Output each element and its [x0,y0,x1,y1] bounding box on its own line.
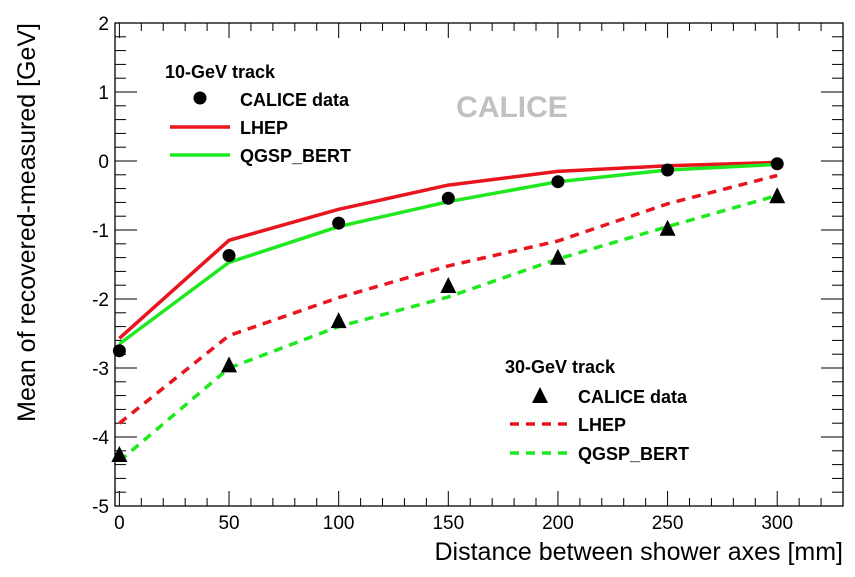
legend-10-gev-data-marker [193,91,207,105]
x-tick-label: 0 [114,513,125,534]
legend-30-gev-title: 30-GeV track [505,357,616,377]
data-point-30gev [221,356,238,373]
legend-10-gev-title: 10-GeV track [165,62,276,82]
data-point-30gev [549,248,566,265]
y-tick-label: -4 [92,428,109,449]
series-line-30gev-lhep [118,173,778,425]
data-point-30gev [659,219,676,236]
legend-10-gev: 10-GeV track CALICE data LHEP QGSP_BERT [165,62,351,166]
data-point-10gev [770,157,784,171]
y-axis-title: Mean of recovered-measured [GeV] [13,23,41,422]
data-point-10gev [661,163,675,177]
legend-10-gev-lhep-label: LHEP [240,118,288,138]
calice-watermark: CALICE [456,91,568,124]
x-tick-label: 300 [761,513,793,534]
x-axis-title: Distance between shower axes [mm] [434,538,843,566]
y-tick-label: -5 [92,497,109,518]
legend-10-gev-qgsp-label: QGSP_BERT [240,146,351,166]
y-tick-label: 0 [98,152,109,173]
y-tick-label: -3 [92,359,109,380]
legend-10-gev-data-label: CALICE data [240,90,350,110]
y-tick-label: 2 [98,14,109,35]
legend-30-gev-lhep-label: LHEP [578,415,626,435]
legend-30-gev-qgsp-label: QGSP_BERT [578,444,689,464]
legend-30-gev-data-marker [532,387,548,403]
y-tick-label: -2 [92,290,109,311]
legend-30-gev-data-label: CALICE data [578,387,688,407]
data-series [111,157,786,463]
data-point-10gev [112,344,126,358]
x-tick-label: 250 [652,513,684,534]
y-tick-label: -1 [92,221,109,242]
data-point-30gev [330,312,347,329]
axis-tick-labels: -5 -4 -3 -2 -1 0 1 2 0 50 100 150 200 250 300 [92,14,793,534]
data-point-30gev [440,276,457,293]
series-line-30gev-qgsp-bert [118,193,778,463]
x-tick-label: 200 [542,513,574,534]
x-tick-label: 100 [323,513,355,534]
data-point-10gev [441,191,455,205]
data-point-10gev [551,175,565,189]
data-point-10gev [222,249,236,263]
x-tick-label: 150 [432,513,464,534]
x-tick-label: 50 [218,513,239,534]
plot-frame [114,22,844,507]
legend-30-gev: 30-GeV track CALICE data LHEP QGSP_BERT [505,357,689,464]
data-point-30gev [769,187,786,204]
y-tick-label: 1 [98,83,109,104]
data-point-10gev [332,216,346,230]
